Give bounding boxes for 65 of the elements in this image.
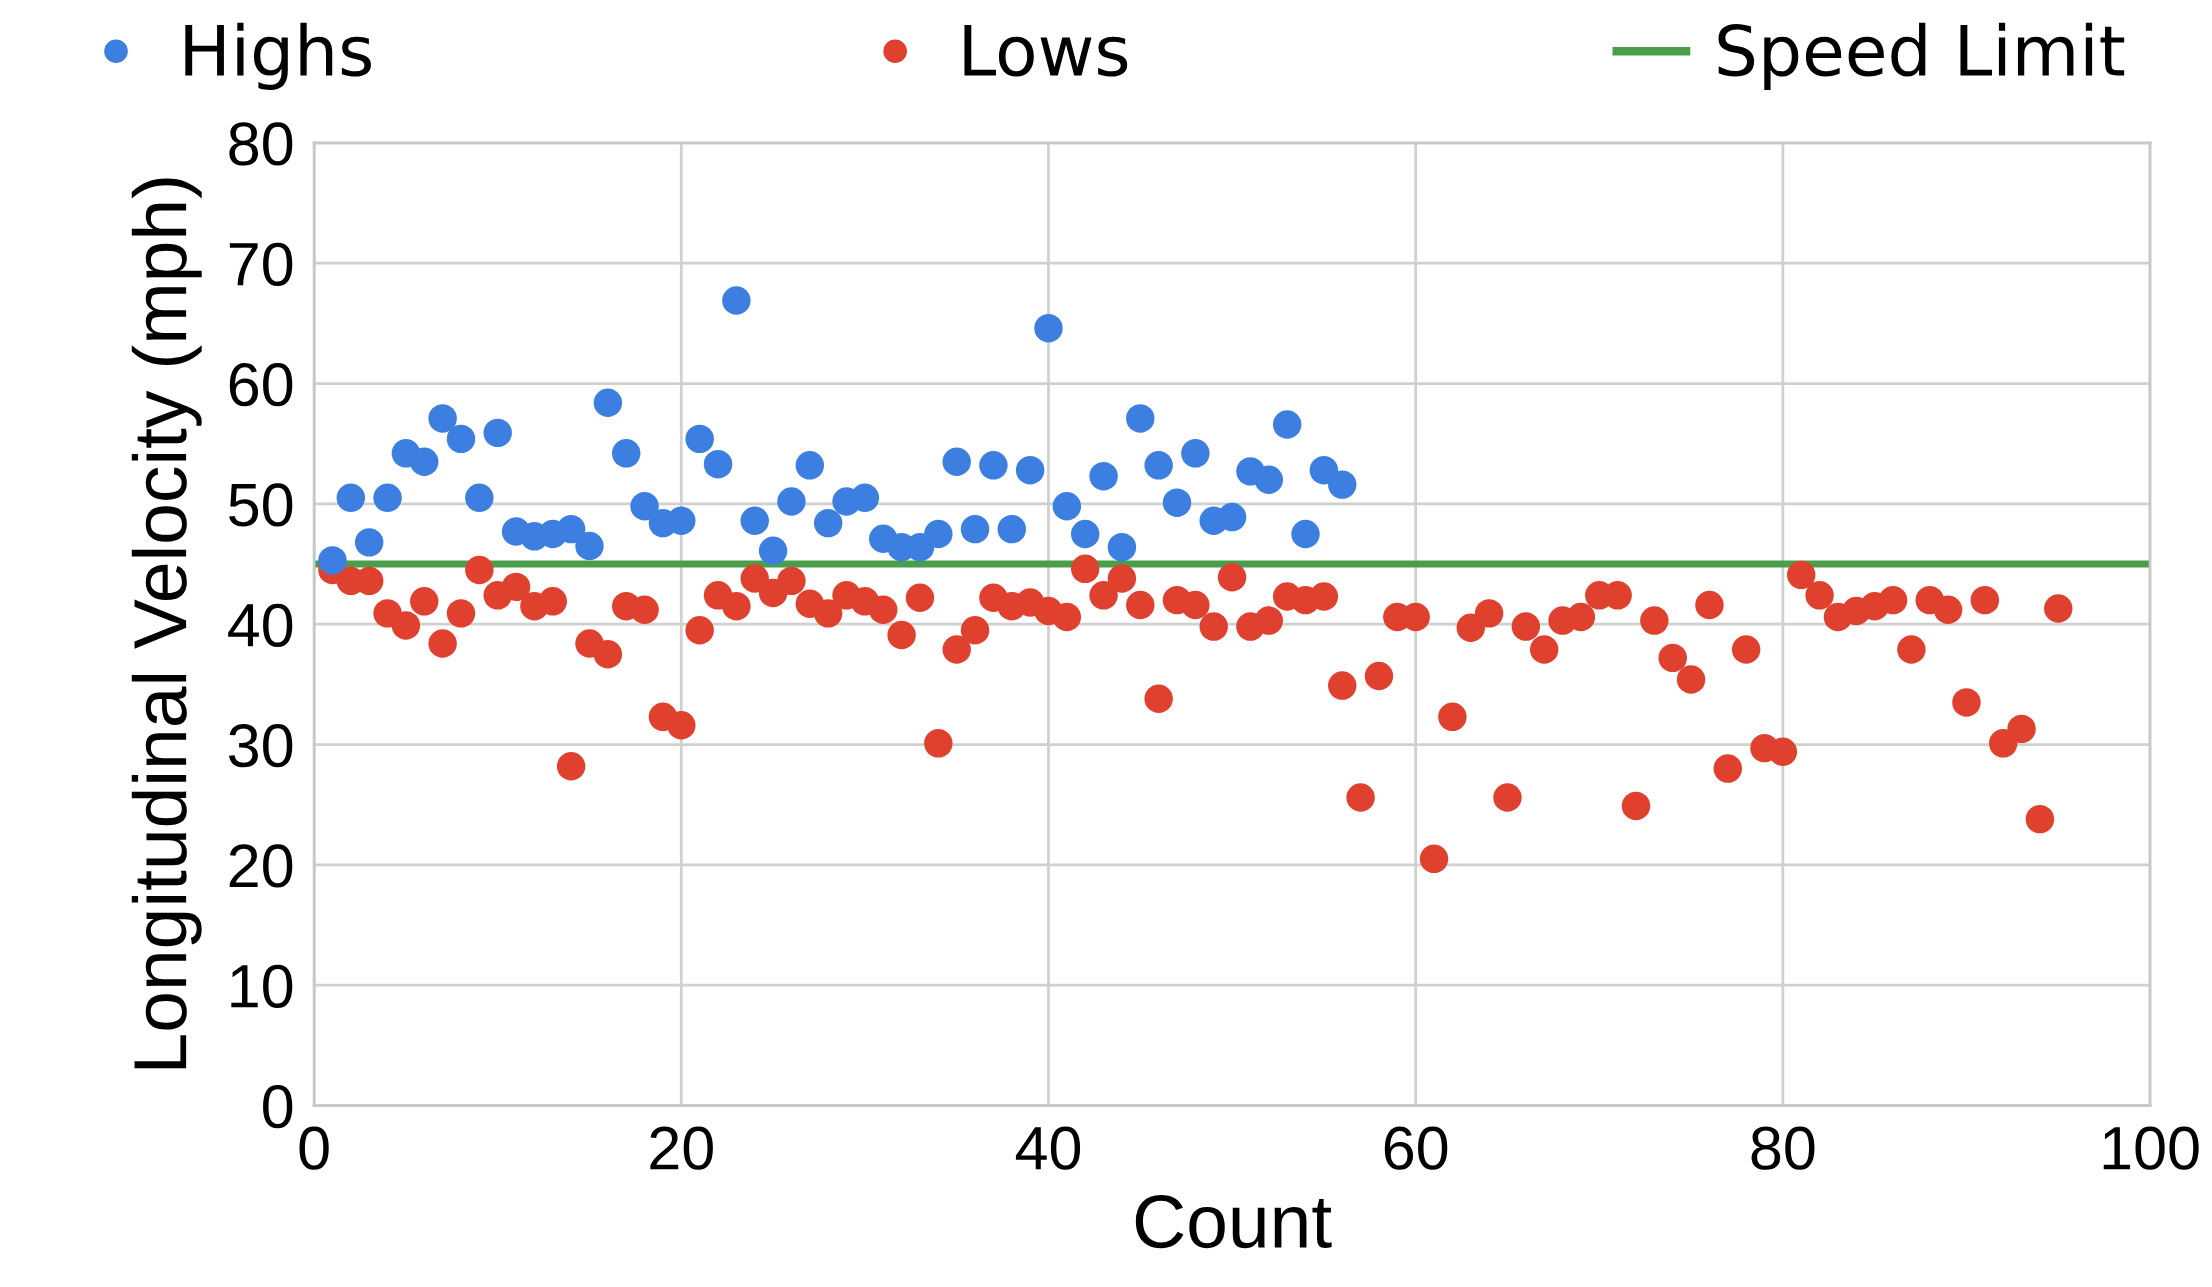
y-tick-label: 70 — [229, 242, 293, 286]
x-tick-label: 100 — [2103, 1126, 2199, 1170]
point — [611, 439, 641, 468]
y-tick-label: 20 — [229, 844, 293, 888]
point — [1089, 461, 1118, 491]
point — [1309, 455, 1339, 485]
y-tick-label: 50 — [229, 483, 293, 527]
point — [850, 483, 880, 513]
y-tick-label: 80 — [229, 122, 293, 166]
point — [1126, 404, 1155, 433]
point — [1291, 519, 1320, 549]
point — [1254, 465, 1284, 495]
legend-label: Highs — [185, 22, 371, 90]
point — [428, 404, 457, 433]
legend-label: Speed Limit — [1718, 22, 2125, 90]
point — [1272, 410, 1302, 439]
point — [575, 531, 604, 561]
x-axis-title: Count — [1135, 1195, 1332, 1249]
point — [465, 483, 494, 513]
point — [1144, 451, 1173, 480]
y-axis-title: Longitudinal Velocity (mph) — [131, 178, 202, 1069]
point — [373, 483, 402, 513]
point — [1015, 455, 1045, 485]
point — [979, 451, 1008, 480]
point — [556, 514, 586, 544]
point — [1052, 492, 1082, 521]
point — [593, 388, 623, 418]
point — [1107, 532, 1137, 562]
point — [813, 508, 843, 538]
point — [997, 514, 1026, 544]
point — [960, 514, 990, 544]
point — [1181, 439, 1210, 468]
point — [1034, 313, 1063, 343]
y-tick-label: 10 — [231, 964, 293, 1008]
point — [758, 536, 788, 566]
point — [318, 546, 347, 575]
point — [924, 519, 953, 549]
y-tick-label: 30 — [229, 724, 293, 768]
legend-label: Lows — [964, 24, 1128, 77]
point — [777, 487, 806, 516]
point — [1328, 470, 1357, 499]
point — [630, 492, 659, 521]
point — [740, 506, 769, 535]
point — [410, 447, 439, 476]
point — [1162, 488, 1192, 517]
x-tick-label: 0 — [299, 1126, 329, 1170]
point — [1217, 502, 1247, 532]
point — [483, 418, 512, 448]
point — [446, 424, 476, 454]
point — [667, 506, 696, 535]
point — [336, 483, 366, 513]
y-tick-label: 60 — [229, 363, 293, 407]
x-tick-label: 80 — [1751, 1126, 1815, 1170]
point — [942, 447, 971, 476]
y-tick-label: 0 — [263, 1085, 293, 1129]
x-tick-label: 20 — [650, 1126, 713, 1170]
point — [354, 528, 384, 557]
point — [685, 424, 714, 454]
point — [703, 449, 733, 479]
x-tick-label: 40 — [1015, 1126, 1081, 1170]
x-tick-label: 60 — [1384, 1126, 1448, 1170]
point — [722, 286, 751, 315]
y-tick-label: 40 — [228, 603, 293, 647]
point — [795, 451, 825, 480]
point — [1070, 519, 1100, 549]
